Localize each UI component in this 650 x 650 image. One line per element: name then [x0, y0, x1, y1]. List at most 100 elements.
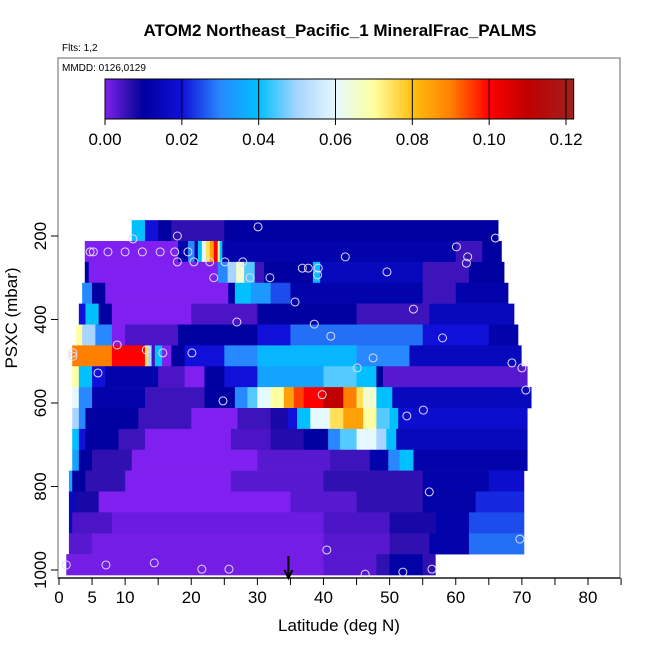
heatmap-cell	[78, 408, 86, 430]
observation-marker	[253, 222, 263, 232]
heatmap-cell	[125, 470, 232, 492]
heatmap-cell	[88, 261, 219, 284]
flights-label: Flts: 1,2	[62, 43, 98, 54]
heatmap-cell	[422, 470, 490, 492]
colorbar-tick-label: 0.00	[88, 130, 121, 149]
colorbar: 0.00 0.02 0.04 0.06 0.08 0.10 0.12	[88, 78, 583, 149]
heatmap-cell	[363, 408, 377, 430]
observation-marker	[517, 363, 527, 373]
heatmap-cell	[287, 408, 298, 430]
heatmap-cell	[82, 324, 96, 346]
heatmap-cell	[236, 261, 245, 284]
heatmap-cell	[201, 241, 207, 263]
heatmap-cell	[257, 449, 331, 471]
observation-marker	[85, 247, 95, 257]
heatmap-cell	[84, 241, 179, 263]
heatmap-cell	[72, 387, 80, 409]
heatmap-cell	[422, 261, 470, 284]
heatmap-cell	[111, 324, 126, 346]
observation-marker	[427, 564, 437, 574]
observation-marker	[490, 233, 500, 243]
heatmap-cell	[148, 345, 152, 367]
heatmap-cell	[151, 345, 156, 367]
heatmap-cell	[320, 261, 424, 284]
heatmap-cell	[105, 282, 229, 304]
heatmap-cell	[435, 512, 470, 534]
heatmap-cell	[482, 241, 502, 263]
observation-marker	[205, 257, 215, 267]
heatmap-cell	[222, 241, 457, 263]
observation-marker	[187, 348, 197, 358]
heatmap-cell	[376, 366, 384, 388]
observation-marker	[313, 270, 323, 280]
colorbar-tick-label: 0.04	[242, 130, 275, 149]
heatmap-cell	[323, 387, 344, 409]
heatmap-cell	[409, 345, 522, 367]
heatmap-cell	[138, 408, 192, 430]
heatmap-row	[72, 366, 528, 388]
heatmap-cell	[422, 324, 490, 346]
observation-marker	[101, 560, 111, 570]
heatmap-cell	[475, 491, 525, 513]
heatmap-cell	[257, 324, 291, 346]
heatmap-cell	[363, 387, 377, 409]
y-tick-label: 800	[31, 472, 50, 500]
observation-marker	[368, 353, 378, 363]
heatmap-cell	[303, 387, 324, 409]
observation-marker	[120, 247, 130, 257]
heatmap-cell	[68, 470, 73, 492]
observation-marker	[309, 319, 319, 329]
heatmap-cell	[178, 324, 258, 346]
x-tick-label: 20	[182, 588, 201, 607]
observation-marker	[463, 252, 473, 262]
observation-marker	[340, 252, 350, 262]
heatmap-row	[68, 512, 525, 534]
heatmap-cell	[144, 387, 205, 409]
heatmap-cell	[72, 408, 80, 430]
x-tick-label: 0	[54, 588, 63, 607]
colorbar-tick-label: 0.02	[165, 130, 198, 149]
heatmap-cell	[178, 241, 189, 263]
observation-marker	[224, 564, 234, 574]
heatmap-cell	[158, 366, 186, 388]
heatmap-cell	[234, 387, 248, 409]
heatmap-cell	[217, 261, 229, 284]
heatmap-cell	[219, 241, 223, 263]
heatmap-cell	[144, 220, 159, 242]
observation-marker	[232, 317, 242, 327]
heatmap-cell	[92, 449, 133, 471]
observation-marker	[507, 358, 517, 368]
heatmap-cell	[293, 387, 305, 409]
heatmap-cell	[68, 491, 76, 513]
heatmap-cell	[191, 303, 258, 325]
observation-marker	[238, 257, 248, 267]
heatmap-cell	[343, 387, 357, 409]
heatmap-cell	[131, 220, 146, 242]
heatmap-row	[76, 324, 519, 346]
heatmap-row	[68, 470, 525, 492]
observation-marker	[149, 558, 159, 568]
heatmap-cell	[263, 261, 314, 284]
heatmap-cell	[290, 282, 424, 304]
heatmap-row	[72, 428, 528, 451]
observation-marker	[189, 257, 199, 267]
heatmap-cell	[330, 449, 371, 471]
heatmap-cell	[228, 282, 236, 304]
x-axis-label: Latitude (deg N)	[278, 616, 400, 635]
heatmap-cell	[257, 345, 357, 367]
heatmap-cell	[330, 408, 344, 430]
heatmap-cell	[392, 387, 532, 409]
heatmap-cell	[356, 345, 410, 367]
heatmap-cell	[204, 366, 225, 388]
heatmap-cell	[78, 428, 86, 451]
heatmap-cell	[297, 408, 311, 430]
heatmap-cell	[184, 366, 205, 388]
observation-marker	[317, 390, 327, 400]
heatmap-cell	[125, 324, 179, 346]
heatmap-cell	[171, 345, 186, 367]
observation-marker	[326, 331, 336, 341]
heatmap-cell	[270, 428, 305, 451]
heatmap-row	[72, 449, 528, 471]
latitude-marker-arrow	[283, 556, 294, 581]
